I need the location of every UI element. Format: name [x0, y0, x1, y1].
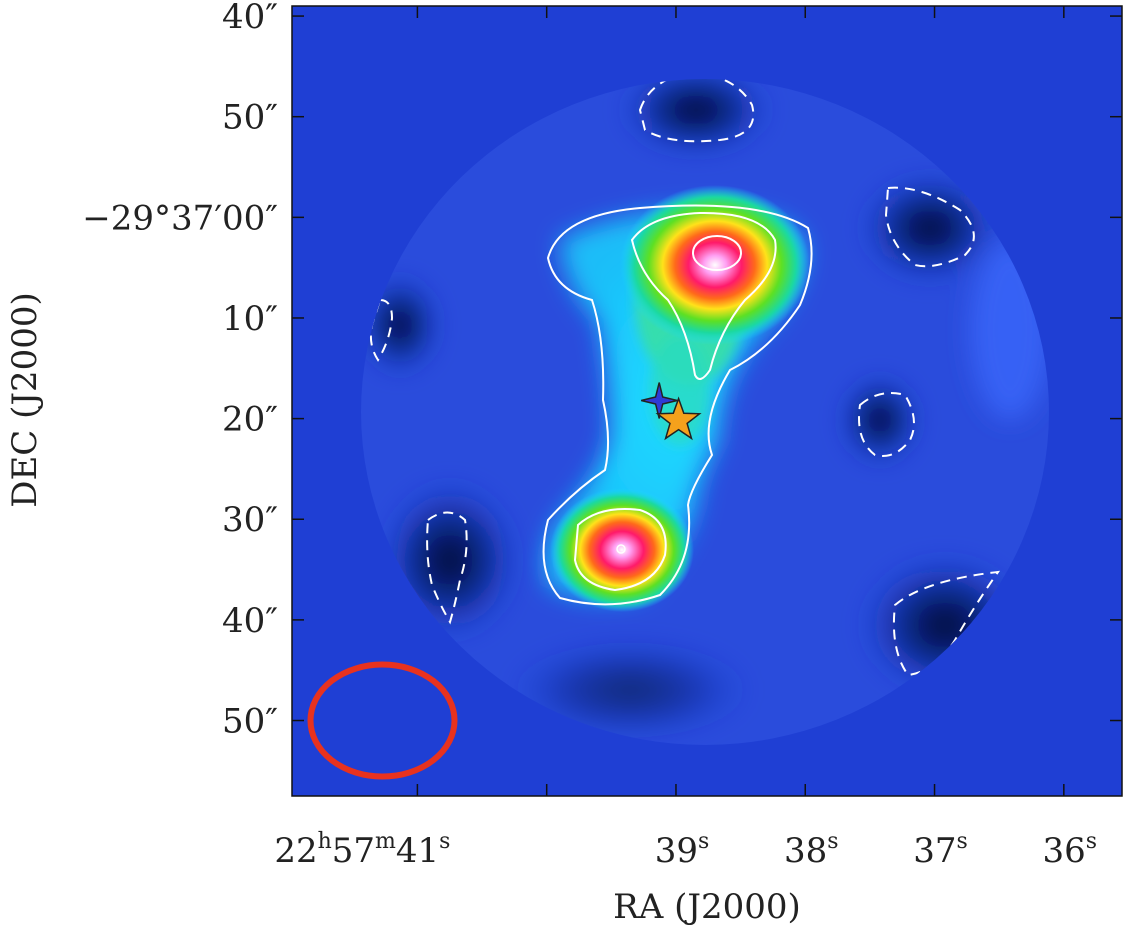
y-tick-label: 20″: [222, 400, 278, 440]
neg-contour-right-upper: [884, 186, 975, 268]
y-tick-label: 50″: [222, 702, 278, 742]
contour-peak-north: [692, 235, 742, 271]
y-tick-label: 40″: [222, 0, 278, 37]
blue-star-marker: [641, 382, 678, 419]
y-tick-label: −29°37′00″: [82, 198, 278, 238]
contour-inner-south: [573, 508, 667, 592]
y-tick-labels: 40″ 50″ −29°37′00″ 10″ 20″ 30″ 40″ 50″: [82, 0, 278, 742]
y-tick-label: 10″: [222, 299, 278, 339]
x-tick-label: 38s: [784, 829, 839, 871]
y-axis-title: DEC (J2000): [5, 292, 45, 508]
x-tick-labels: 22h57m41s 39s 38s 37s 36s: [274, 829, 1097, 871]
contour-peak-south: [616, 544, 626, 554]
y-tick-label: 40″: [222, 601, 278, 641]
x-tick-label: 22h57m41s: [274, 829, 450, 871]
x-tick-label: 39s: [655, 829, 710, 871]
neg-contour-left-lower: [426, 511, 468, 625]
y-tick-label: 50″: [222, 98, 278, 138]
orange-star-marker: [655, 396, 702, 441]
axis-ticks: [292, 6, 1122, 796]
field-of-view: [361, 79, 1049, 745]
x-tick-label: 37s: [913, 829, 968, 871]
contour-inner-north: [630, 211, 777, 380]
neg-contour-top: [638, 79, 755, 143]
x-axis-title: RA (J2000): [613, 887, 801, 927]
neg-contour-left: [369, 298, 394, 362]
beam-ellipse: [307, 661, 458, 780]
contour-outer: [542, 204, 813, 606]
source-markers: [641, 382, 702, 441]
x-tick-label: 36s: [1043, 829, 1098, 871]
y-tick-label: 30″: [222, 500, 278, 540]
plot-frame: [291, 5, 1123, 797]
neg-contour-right-lower: [892, 570, 1001, 677]
